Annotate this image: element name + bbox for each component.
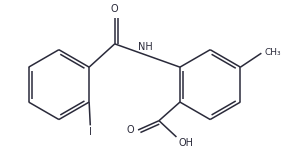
Text: CH₃: CH₃ <box>265 48 281 57</box>
Text: NH: NH <box>138 42 153 52</box>
Text: O: O <box>127 125 135 135</box>
Text: I: I <box>89 126 92 136</box>
Text: O: O <box>111 4 118 14</box>
Text: OH: OH <box>179 138 194 148</box>
